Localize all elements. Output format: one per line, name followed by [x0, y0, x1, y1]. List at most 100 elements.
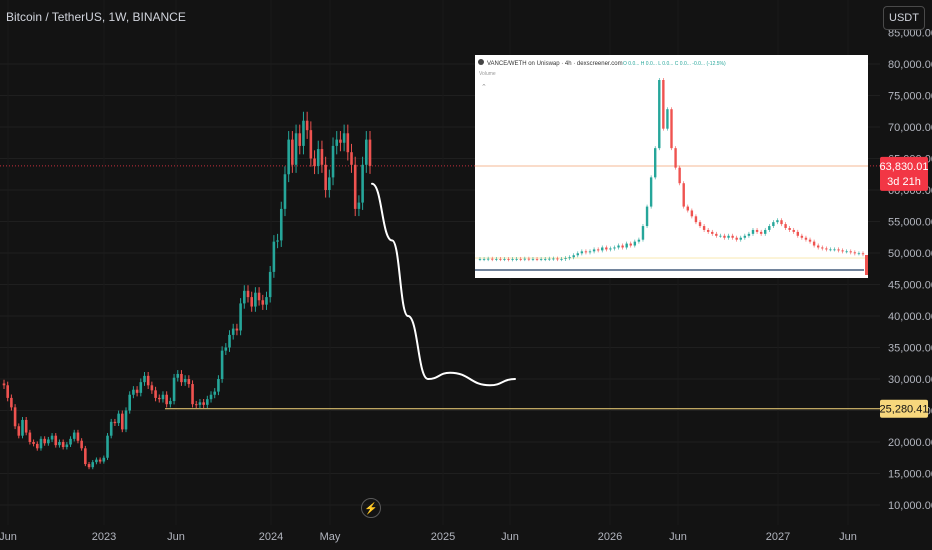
candle-body: [331, 145, 335, 178]
candle-body: [43, 438, 46, 444]
candle-body: [113, 421, 117, 424]
inset-candle-body: [495, 258, 498, 260]
inset-candle-body: [486, 258, 490, 260]
candle-body: [276, 240, 279, 242]
inset-candle-body: [861, 253, 865, 255]
candle-body: [302, 120, 305, 146]
candle-body: [202, 402, 205, 405]
candle-body: [224, 347, 228, 351]
inset-title: VANCE/WETH on Uniswap · 4h · dexscreener…: [487, 61, 623, 67]
candle-body: [265, 297, 268, 305]
candle-body: [313, 158, 316, 167]
candle-body: [109, 421, 113, 436]
candle-body: [335, 139, 339, 146]
candle-body: [287, 139, 290, 175]
inset-chart: VANCE/WETH on Uniswap · 4h · dexscreener…: [475, 55, 868, 278]
y-tick-label: 85,000.00: [888, 28, 932, 40]
inset-candle-body: [759, 231, 763, 234]
candle-body: [235, 328, 239, 331]
token-icon: [478, 59, 484, 65]
candle-body: [209, 394, 213, 400]
candle-body: [368, 139, 372, 166]
inset-candle-body: [580, 251, 584, 254]
candle-body: [268, 271, 272, 298]
inset-candle-body: [804, 237, 808, 240]
inset-candle-body: [739, 237, 742, 240]
inset-candle-body: [609, 248, 612, 250]
inset-candle-body: [853, 252, 857, 254]
currency-button[interactable]: USDT: [883, 6, 925, 30]
inset-candle-body: [535, 258, 539, 260]
inset-candle-body: [776, 220, 779, 223]
candle-body: [58, 442, 61, 446]
inset-candle-body: [548, 258, 551, 260]
candle-body: [135, 389, 139, 393]
inset-candle-body: [645, 206, 649, 227]
inset-candle-body: [702, 226, 706, 230]
candle-body: [324, 164, 327, 190]
inset-candle-body: [784, 224, 787, 228]
inset-candle-body: [519, 258, 522, 260]
inset-candle-body: [515, 258, 518, 260]
y-tick-label: 40,000.00: [888, 311, 932, 323]
inset-candle-body: [678, 167, 681, 184]
candle-body: [39, 438, 43, 449]
inset-volume-label: Volume: [479, 71, 496, 77]
inset-candle-body: [682, 183, 685, 207]
candle-body: [128, 394, 131, 411]
candle-body: [161, 394, 165, 400]
inset-candle-body: [592, 249, 596, 252]
candle-body: [342, 133, 346, 143]
candle-body: [228, 334, 231, 348]
y-tick-label: 75,000.00: [888, 91, 932, 103]
inset-candle-body: [511, 259, 514, 260]
inset-candle-body: [584, 251, 588, 253]
candle-body: [294, 133, 298, 165]
lightning-icon[interactable]: ⚡: [361, 498, 381, 518]
inset-candle-body: [751, 229, 755, 234]
inset-background: [475, 55, 868, 278]
candle-body: [121, 413, 124, 430]
inset-candle-body: [849, 251, 852, 253]
candle-body: [365, 139, 368, 165]
inset-candle-body: [613, 247, 616, 249]
inset-candle-body: [727, 235, 730, 238]
y-tick-label: 50,000.00: [888, 248, 932, 260]
inset-candle-body: [637, 239, 641, 242]
candle-body: [183, 379, 187, 383]
current-price-label: 63,830.01: [880, 161, 929, 173]
x-tick-label: May: [320, 531, 341, 543]
inset-candle-body: [711, 231, 714, 234]
candle-body: [220, 350, 224, 379]
candle-body: [180, 373, 183, 383]
y-tick-label: 15,000.00: [888, 469, 932, 481]
inset-candle-body: [523, 258, 527, 260]
candle-body: [28, 432, 32, 442]
candle-body: [217, 379, 220, 392]
inset-candle-body: [588, 251, 592, 253]
candle-body: [143, 375, 146, 383]
candle-body: [350, 152, 353, 165]
inset-candle-body: [543, 258, 547, 260]
candle-body: [13, 407, 17, 427]
inset-candle-body: [706, 229, 710, 232]
inset-candle-body: [670, 109, 673, 149]
candle-body: [87, 464, 91, 468]
inset-candle-body: [666, 109, 669, 129]
inset-candle-body: [837, 249, 840, 251]
x-tick-label: 2025: [431, 531, 455, 543]
candle-body: [102, 457, 106, 462]
inset-candle-body: [812, 241, 816, 246]
y-tick-label: 80,000.00: [888, 59, 932, 71]
inset-candle-body: [499, 258, 502, 260]
inset-ohlc: O 0.0... H 0.0... L 0.0... C 0.0... -0.0…: [623, 61, 726, 67]
inset-candle-body: [731, 235, 734, 238]
x-tick-label: 2026: [598, 531, 622, 543]
inset-candle-body: [560, 258, 563, 260]
inset-candle-body: [568, 257, 571, 259]
y-tick-label: 55,000.00: [888, 217, 932, 229]
candle-body: [154, 390, 157, 398]
candle-body: [316, 149, 320, 167]
inset-candle-body: [821, 247, 824, 249]
